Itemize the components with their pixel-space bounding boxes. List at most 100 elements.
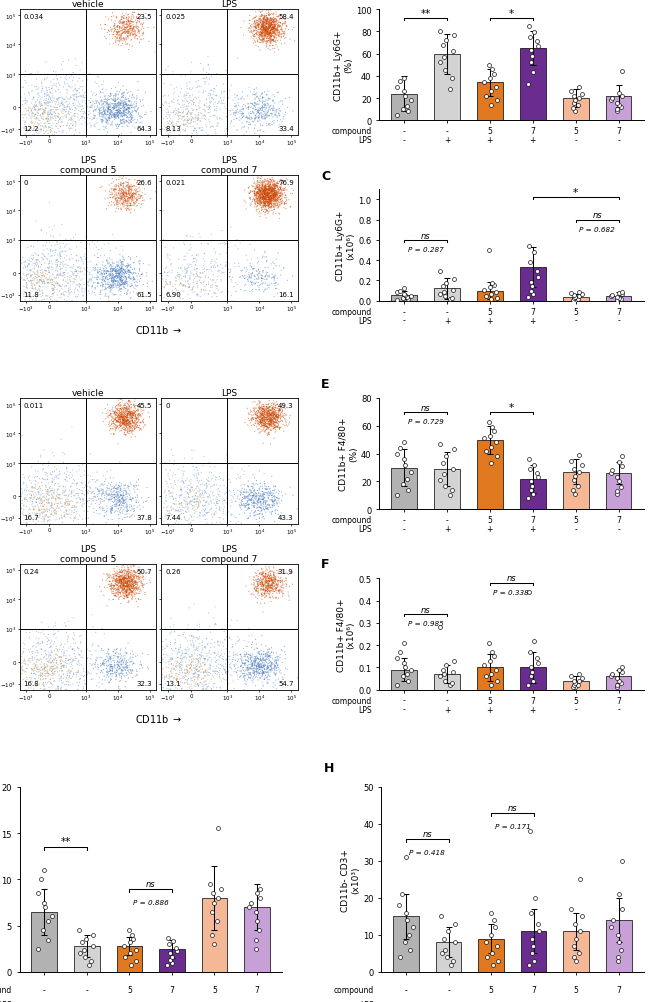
Point <box>116 568 126 584</box>
Point <box>124 17 135 33</box>
Point <box>255 171 266 187</box>
Point <box>255 500 266 516</box>
Point <box>259 416 269 432</box>
Point <box>122 287 133 303</box>
Point <box>263 422 274 438</box>
Point <box>120 481 130 497</box>
Point <box>60 615 70 631</box>
Point <box>116 576 126 592</box>
Point <box>264 412 274 428</box>
Point <box>246 195 256 211</box>
Point <box>259 404 269 420</box>
Point <box>259 273 270 289</box>
Point <box>100 271 110 287</box>
Point <box>129 172 140 188</box>
Point <box>164 503 175 519</box>
Point <box>129 503 140 519</box>
Point <box>164 506 175 522</box>
Point <box>39 661 49 677</box>
Point <box>275 573 285 589</box>
Point <box>259 192 270 208</box>
Point <box>226 265 236 281</box>
Point <box>17 665 27 681</box>
Point <box>181 484 191 500</box>
Point <box>237 492 248 508</box>
Point <box>200 655 211 671</box>
Point <box>59 102 70 118</box>
Point <box>266 26 276 42</box>
Point <box>44 116 54 132</box>
Point <box>273 499 283 515</box>
Point <box>165 486 176 502</box>
Point <box>65 510 75 526</box>
Point <box>254 204 265 220</box>
Point <box>245 117 255 133</box>
Point <box>264 109 274 125</box>
Point <box>525 824 536 840</box>
Point <box>173 645 183 661</box>
Point <box>269 186 280 202</box>
Point <box>198 640 208 656</box>
Point <box>256 411 266 427</box>
Point <box>114 31 125 47</box>
Point <box>27 253 38 269</box>
Point <box>273 405 283 421</box>
Point <box>144 572 155 588</box>
Point <box>523 677 534 693</box>
Point <box>124 417 134 433</box>
Point <box>125 407 136 423</box>
Point <box>216 236 226 253</box>
Point <box>171 671 181 687</box>
Point <box>108 92 118 108</box>
Point <box>235 498 246 514</box>
Point <box>68 636 79 652</box>
Point <box>164 487 174 503</box>
Point <box>272 419 282 435</box>
Point <box>125 110 135 126</box>
Point <box>11 101 21 117</box>
Point <box>156 634 166 650</box>
Point <box>114 569 124 585</box>
Point <box>129 271 140 287</box>
Point <box>127 414 137 430</box>
Point <box>21 278 32 294</box>
Point <box>116 9 127 25</box>
Point <box>263 11 273 27</box>
Text: 32.3: 32.3 <box>136 680 152 686</box>
Point <box>266 184 276 200</box>
Point <box>254 182 265 198</box>
Point <box>26 103 36 119</box>
Point <box>195 521 205 537</box>
Point <box>241 646 252 662</box>
Point <box>125 509 136 525</box>
Point <box>124 181 134 197</box>
Point <box>271 395 281 411</box>
Point <box>98 657 109 673</box>
Point <box>84 499 94 515</box>
Point <box>112 573 122 589</box>
Point <box>195 527 205 543</box>
Point <box>245 506 255 522</box>
Point <box>95 494 105 510</box>
Point <box>62 673 73 689</box>
Point <box>265 42 276 58</box>
Point <box>182 535 192 551</box>
Point <box>166 650 177 666</box>
Point <box>129 403 139 419</box>
Point <box>199 284 209 300</box>
Point <box>260 28 270 44</box>
Point <box>186 283 196 299</box>
Point <box>47 276 57 292</box>
Point <box>248 488 258 504</box>
Point <box>260 12 270 28</box>
Point <box>35 680 46 696</box>
Point <box>259 564 269 580</box>
Point <box>120 181 130 197</box>
Point <box>18 646 28 662</box>
Point <box>278 410 289 426</box>
Point <box>265 188 275 204</box>
Point <box>49 132 60 148</box>
Point <box>262 401 272 417</box>
Point <box>255 412 265 428</box>
Point <box>273 583 283 599</box>
